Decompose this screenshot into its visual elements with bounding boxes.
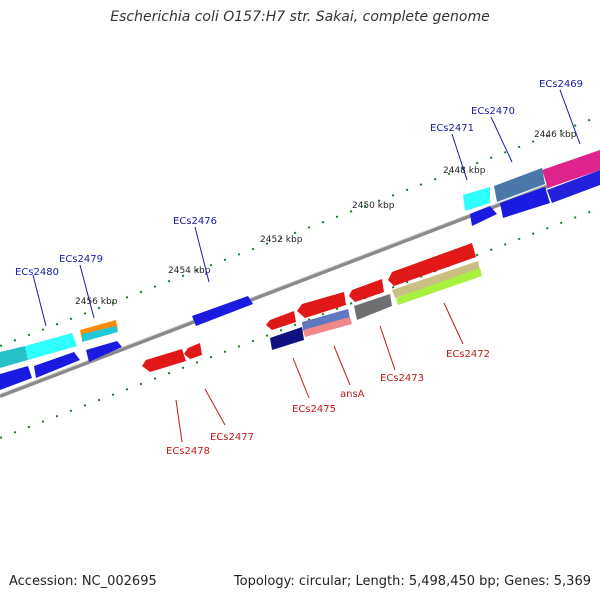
gene-ECs2480[interactable] xyxy=(25,333,77,360)
ruler-label-2446: 2446 kbp xyxy=(534,130,577,140)
gene-ansA[interactable] xyxy=(297,292,346,318)
forward-gene-track xyxy=(0,150,600,390)
genome-summary-text: Topology: circular; Length: 5,498,450 bp… xyxy=(233,574,591,589)
gene-ECs2470[interactable] xyxy=(494,168,545,202)
gene-label-ECs2480[interactable]: ECs2480 xyxy=(15,267,59,278)
gene-label-ECs2471[interactable]: ECs2471 xyxy=(430,123,474,134)
gene-label-ECs2472[interactable]: ECs2472 xyxy=(446,349,490,360)
gene-ECs2476[interactable] xyxy=(192,296,253,326)
gene-label-ECs2475[interactable]: ECs2475 xyxy=(292,404,336,415)
genome-backbone xyxy=(0,164,600,398)
forward-leaders xyxy=(32,89,581,327)
gene-label-ECs2479[interactable]: ECs2479 xyxy=(59,254,103,265)
gene-ECs2471[interactable] xyxy=(463,187,490,211)
gene-ECs2470-b[interactable] xyxy=(500,187,550,218)
gene-ECs2469-b[interactable] xyxy=(547,170,600,203)
gene-label-ECs2473[interactable]: ECs2473 xyxy=(380,373,424,384)
gene-ansA-c[interactable] xyxy=(303,317,352,337)
ruler-label-2452: 2452 kbp xyxy=(260,235,303,245)
gene-label-ECs2477[interactable]: ECs2477 xyxy=(210,432,254,443)
gene-ansA-b[interactable] xyxy=(302,309,350,331)
accession-text: Accession: NC_002695 xyxy=(9,574,157,589)
gene-ECs2469[interactable] xyxy=(542,150,600,188)
gene-label-ansA[interactable]: ansA xyxy=(340,389,365,400)
map-title: Escherichia coli O157:H7 str. Sakai, com… xyxy=(110,9,490,25)
gene-ECs2475-b[interactable] xyxy=(270,327,304,350)
gene-label-ECs2478[interactable]: ECs2478 xyxy=(166,446,210,457)
gene-ECs2478[interactable] xyxy=(142,349,186,372)
gene-ECs2480-d[interactable] xyxy=(0,366,32,390)
gene-ECs2480-c[interactable] xyxy=(34,352,80,378)
gene-ECs2473-b[interactable] xyxy=(354,294,392,320)
gene-ECs2472-c[interactable] xyxy=(396,268,482,305)
gene-ECs2479-b[interactable] xyxy=(82,326,118,342)
gene-label-ECs2476[interactable]: ECs2476 xyxy=(173,216,217,227)
gene-ECs2471-b[interactable] xyxy=(470,206,497,226)
ruler-label-2454: 2454 kbp xyxy=(168,266,211,276)
gene-ECs2472[interactable] xyxy=(388,243,476,286)
ruler-label-2450: 2450 kbp xyxy=(352,201,395,211)
gene-ECs2477[interactable] xyxy=(184,343,202,359)
gene-ECs2479-c[interactable] xyxy=(86,341,122,362)
ruler-label-2456: 2456 kbp xyxy=(75,297,118,307)
gene-label-ECs2470[interactable]: ECs2470 xyxy=(471,106,515,117)
gene-ECs2473[interactable] xyxy=(349,279,384,302)
gene-label-ECs2469[interactable]: ECs2469 xyxy=(539,79,583,90)
reverse-gene-track xyxy=(142,243,482,372)
gene-ECs2480-b[interactable] xyxy=(0,346,28,368)
gene-ECs2475[interactable] xyxy=(266,311,296,330)
reverse-leaders xyxy=(175,302,464,443)
gene-ECs2472-b[interactable] xyxy=(392,261,480,298)
